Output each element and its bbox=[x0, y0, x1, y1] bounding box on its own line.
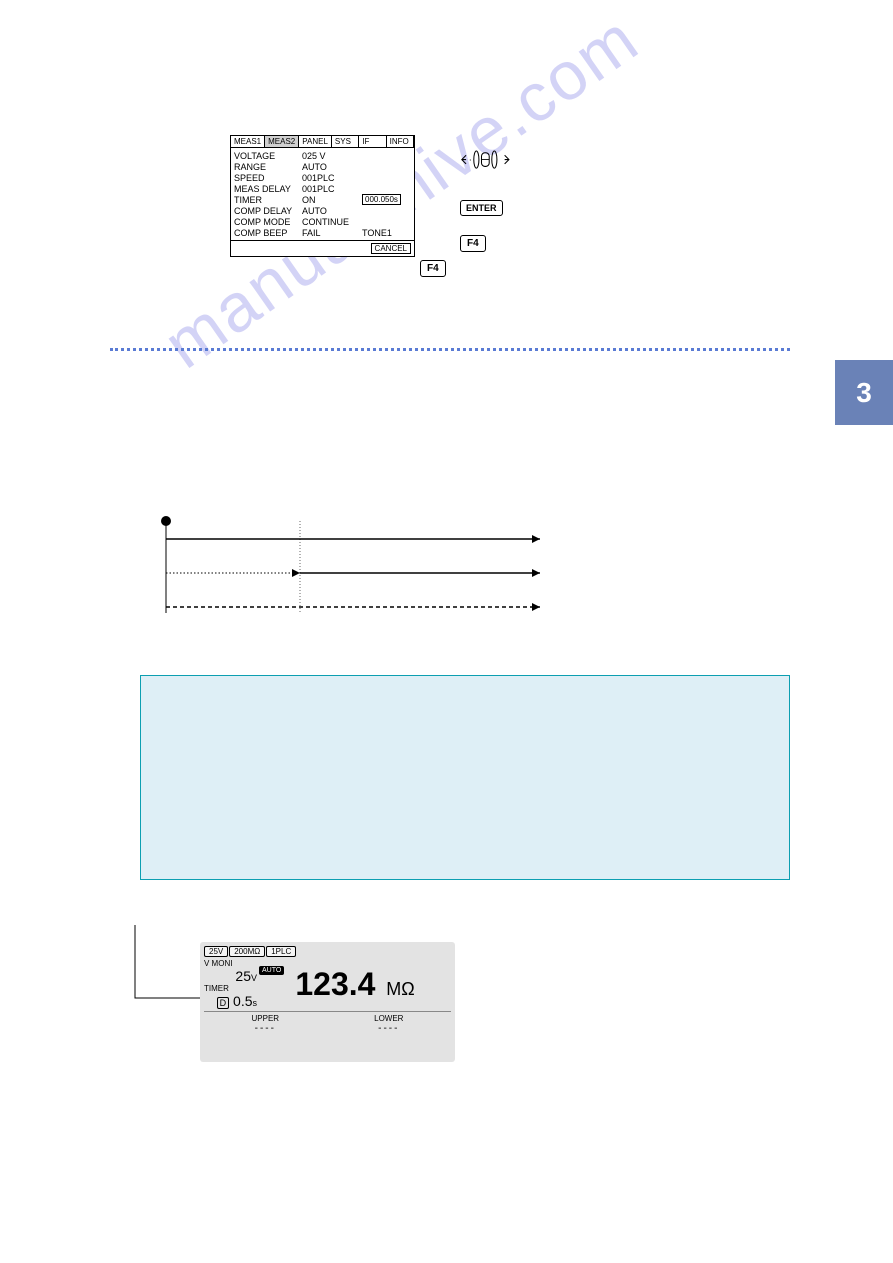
lower-value: ---- bbox=[374, 1023, 403, 1034]
lower-column: LOWER ---- bbox=[374, 1014, 403, 1034]
vmoni-unit: V bbox=[251, 973, 257, 983]
chapter-number: 3 bbox=[856, 377, 872, 409]
chapter-tab: 3 bbox=[835, 360, 893, 425]
timer-d-icon: D bbox=[217, 997, 230, 1009]
label-meas-delay: MEAS DELAY bbox=[234, 184, 302, 194]
f4-button-side[interactable]: F4 bbox=[460, 235, 486, 252]
arrow-keys-icon bbox=[460, 145, 515, 178]
timing-diagram bbox=[160, 515, 565, 615]
value-meas-delay: 001PLC bbox=[302, 184, 362, 194]
value-timer: ON bbox=[302, 195, 362, 205]
lcd-tab-voltage: 25V bbox=[204, 946, 228, 957]
vmoni-value: 25V bbox=[204, 968, 259, 984]
settings-screen: MEAS1 MEAS2 PANEL SYS IF INFO VOLTAGE 02… bbox=[230, 135, 415, 257]
lcd-main-reading: AUTO 123.4 MΩ bbox=[259, 959, 451, 1009]
row-range: RANGE AUTO bbox=[234, 161, 411, 172]
dotted-divider bbox=[110, 348, 790, 351]
main-value: 123.4 bbox=[295, 966, 375, 1002]
label-comp-delay: COMP DELAY bbox=[234, 206, 302, 216]
value-voltage: 025 V bbox=[302, 151, 362, 161]
row-comp-beep: COMP BEEP FAIL TONE1 bbox=[234, 227, 411, 238]
vmoni-label: V MONI bbox=[204, 959, 259, 968]
label-speed: SPEED bbox=[234, 173, 302, 183]
tab-meas2[interactable]: MEAS2 bbox=[265, 136, 299, 147]
value-comp-beep: FAIL bbox=[302, 228, 362, 238]
value-speed: 001PLC bbox=[302, 173, 362, 183]
timer-value-row: D 0.5s bbox=[204, 993, 259, 1009]
row-comp-delay: COMP DELAY AUTO bbox=[234, 205, 411, 216]
upper-label: UPPER bbox=[252, 1014, 280, 1023]
main-unit: MΩ bbox=[386, 979, 414, 999]
value-range: AUTO bbox=[302, 162, 362, 172]
row-meas-delay: MEAS DELAY 001PLC bbox=[234, 183, 411, 194]
tab-sys[interactable]: SYS bbox=[332, 136, 359, 147]
lcd-screen: 25V 200MΩ 1PLC V MONI 25V TIMER D 0.5s A… bbox=[200, 942, 455, 1062]
timer-label: TIMER bbox=[204, 984, 259, 993]
row-speed: SPEED 001PLC bbox=[234, 172, 411, 183]
upper-value: ---- bbox=[252, 1023, 280, 1034]
row-timer: TIMER ON 000.050 bbox=[234, 194, 411, 205]
timer-unit: s bbox=[253, 998, 258, 1008]
f4-button-below[interactable]: F4 bbox=[420, 260, 446, 277]
value-comp-delay: AUTO bbox=[302, 206, 362, 216]
timer-input-box[interactable]: 000.050 bbox=[362, 194, 401, 205]
row-comp-mode: COMP MODE CONTINUE bbox=[234, 216, 411, 227]
label-timer: TIMER bbox=[234, 195, 302, 205]
upper-column: UPPER ---- bbox=[252, 1014, 280, 1034]
auto-chip: AUTO bbox=[259, 966, 284, 975]
label-comp-beep: COMP BEEP bbox=[234, 228, 302, 238]
settings-body: VOLTAGE 025 V RANGE AUTO SPEED 001PLC ME… bbox=[231, 148, 414, 240]
cancel-button[interactable]: CANCEL bbox=[371, 243, 411, 254]
lcd-tab-range: 200MΩ bbox=[229, 946, 265, 957]
label-voltage: VOLTAGE bbox=[234, 151, 302, 161]
value-comp-beep-tone: TONE1 bbox=[362, 228, 411, 238]
lcd-left-column: V MONI 25V TIMER D 0.5s bbox=[204, 959, 259, 1009]
row-voltage: VOLTAGE 025 V bbox=[234, 150, 411, 161]
tab-panel[interactable]: PANEL bbox=[299, 136, 332, 147]
tab-if[interactable]: IF bbox=[359, 136, 386, 147]
timer-number: 0.5 bbox=[233, 993, 252, 1009]
settings-tabs: MEAS1 MEAS2 PANEL SYS IF INFO bbox=[231, 136, 414, 148]
tab-meas1[interactable]: MEAS1 bbox=[231, 136, 265, 147]
label-comp-mode: COMP MODE bbox=[234, 217, 302, 227]
enter-button[interactable]: ENTER bbox=[460, 200, 503, 216]
lower-label: LOWER bbox=[374, 1014, 403, 1023]
lcd-header: 25V 200MΩ 1PLC bbox=[204, 946, 451, 957]
tab-info[interactable]: INFO bbox=[387, 136, 414, 147]
vmoni-number: 25 bbox=[235, 968, 251, 984]
info-box bbox=[140, 675, 790, 880]
label-range: RANGE bbox=[234, 162, 302, 172]
lcd-footer: UPPER ---- LOWER ---- bbox=[204, 1014, 451, 1034]
lcd-body: V MONI 25V TIMER D 0.5s AUTO 123.4 MΩ bbox=[204, 959, 451, 1009]
value-comp-mode: CONTINUE bbox=[302, 217, 362, 227]
lcd-tab-plc: 1PLC bbox=[266, 946, 296, 957]
